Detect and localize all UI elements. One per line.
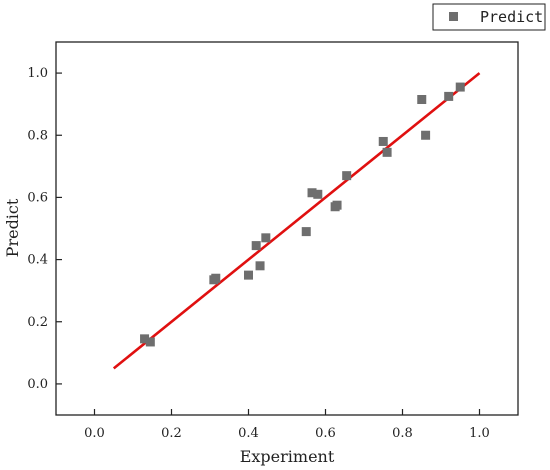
x-tick-label: 0.0: [84, 426, 105, 441]
data-point: [342, 171, 352, 181]
x-tick-label: 0.6: [315, 426, 336, 441]
data-points: [140, 82, 465, 347]
y-tick-label: 0.2: [27, 315, 48, 330]
y-tick-label: 0.0: [27, 377, 48, 392]
data-point: [332, 200, 342, 210]
fit-line-group: [112, 72, 481, 370]
data-point: [251, 241, 261, 251]
x-axis-title: Experiment: [240, 447, 335, 466]
data-point: [211, 273, 221, 283]
data-point: [261, 233, 271, 243]
data-point: [313, 189, 323, 199]
y-tick-label: 0.8: [27, 128, 48, 143]
legend-label: Predict: [480, 8, 543, 26]
data-point: [378, 136, 388, 146]
x-tick-label: 1.0: [469, 426, 490, 441]
data-point: [455, 82, 465, 92]
data-point: [140, 334, 150, 344]
data-point: [417, 95, 427, 105]
fit-line: [112, 72, 481, 370]
plot-frame: [55, 41, 519, 416]
legend-marker: [449, 12, 458, 21]
data-point: [244, 270, 253, 280]
data-point: [382, 147, 392, 157]
data-point: [421, 130, 431, 140]
y-tick-label: 1.0: [27, 66, 48, 81]
axis-ticks: 0.0 0.2 0.4 0.6 0.8 1.0 0.0 0.2 0.4 0.6 0.8 1.0: [27, 66, 490, 441]
data-point: [255, 261, 265, 271]
y-tick-label: 0.6: [27, 190, 48, 205]
y-tick-label: 0.4: [27, 253, 48, 268]
data-point: [444, 91, 454, 101]
x-tick-label: 0.2: [161, 426, 182, 441]
data-point: [307, 188, 317, 198]
data-point: [145, 337, 155, 347]
x-tick-label: 0.4: [238, 426, 259, 441]
data-point: [301, 227, 311, 237]
legend: Predict: [432, 3, 546, 31]
y-axis-title: Predict: [3, 198, 22, 257]
x-tick-label: 0.8: [392, 426, 413, 441]
